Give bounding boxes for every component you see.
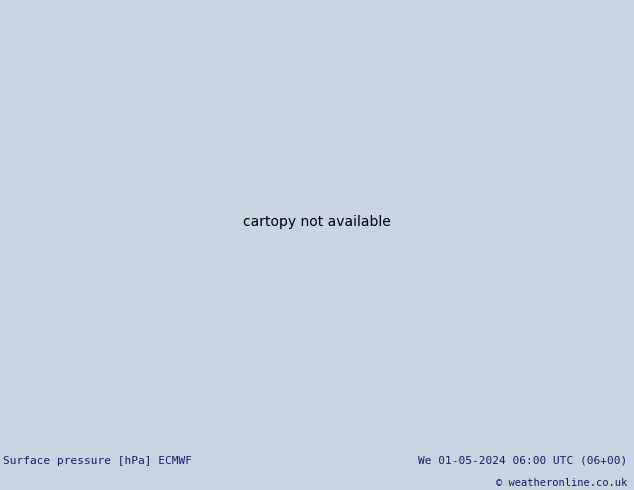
Text: © weatheronline.co.uk: © weatheronline.co.uk [496,478,628,488]
Text: Surface pressure [hPa] ECMWF: Surface pressure [hPa] ECMWF [3,456,192,466]
Text: We 01-05-2024 06:00 UTC (06+00): We 01-05-2024 06:00 UTC (06+00) [418,456,628,466]
Text: cartopy not available: cartopy not available [243,216,391,229]
